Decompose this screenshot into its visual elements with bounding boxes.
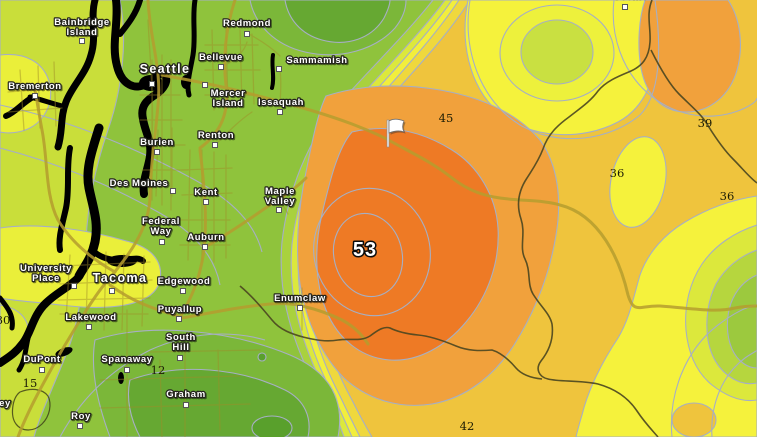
county-boundary-layer [239,0,757,437]
city-label-issaquah: Issaquah [258,97,304,108]
contour-label-39-1: 39 [698,116,713,130]
contour-label-12-6: 12 [151,363,166,377]
city-label-dupont: DuPont [23,354,61,365]
city-label-bremerton: Bremerton [8,81,61,92]
city-label-maple-valley: Maple Valley [265,186,296,207]
city-label-lakewood: Lakewood [65,312,116,323]
city-label-roy: Roy [71,411,91,422]
city-marker-federal-way [159,239,165,245]
city-label-university-place: University Place [20,263,72,284]
city-label-redmond: Redmond [223,18,271,29]
city-label-federal-way: Federal Way [142,216,180,237]
water-layer [0,0,276,384]
city-marker-burien [154,149,160,155]
city-label-edgewood: Edgewood [158,276,211,287]
city-marker-renton [212,142,218,148]
city-label-auburn: Auburn [187,232,224,243]
peak-value-label: 53 [353,239,377,261]
city-label-graham: Graham [166,389,206,400]
city-marker-graham [183,402,189,408]
city-label-renton: Renton [198,130,234,141]
city-marker-redmond [244,31,250,37]
contour-label-36-3: 36 [720,189,735,203]
city-marker-south-hill [177,355,183,361]
contour-label-42-4: 42 [460,419,475,433]
city-label-puyallup: Puyallup [158,304,202,315]
city-label-scenic: Scenic [613,0,647,1]
city-label-lacey-partial: ey [0,398,11,409]
city-marker-des-moines [170,188,176,194]
city-marker-roy [77,423,83,429]
city-label-bainbridge-island: Bainbridge Island [54,17,110,38]
city-marker-kent [203,199,209,205]
major-roads-layer [16,0,757,437]
city-marker-mercer-island [202,82,208,88]
city-marker-seattle [149,81,155,87]
city-label-spanaway: Spanaway [101,354,152,365]
flag-banner [388,118,405,134]
map-labels-layer: Bainbridge Island Bremerton Seattle Redmond B… [0,0,734,433]
reservation-boundary [11,388,51,431]
city-marker-lakewood [86,324,92,330]
city-marker-auburn [202,244,208,250]
city-label-mercer-island: Mercer Island [211,88,246,109]
contour-label-15-5: 15 [23,376,38,390]
city-marker-dupont [39,367,45,373]
city-label-sammamish: Sammamish [286,55,347,66]
city-label-burien: Burien [140,137,174,148]
city-label-tacoma: Tacoma [93,271,148,285]
city-marker-maple-valley [276,207,282,213]
city-marker-bainbridge-island [79,38,85,44]
city-label-seattle: Seattle [140,62,191,76]
minor-roads-layer [7,19,321,437]
city-marker-university-place [71,283,77,289]
city-marker-edgewood [180,288,186,294]
city-marker-scenic [622,4,628,10]
city-marker-bremerton [32,93,38,99]
city-label-bellevue: Bellevue [199,52,243,63]
city-marker-puyallup [176,316,182,322]
city-marker-tacoma [109,288,115,294]
city-label-south-hill: South Hill [166,332,196,353]
flag-icon[interactable] [386,118,406,148]
contour-label-45-0: 45 [439,111,454,125]
city-marker-bellevue [218,64,224,70]
city-label-des-moines: Des Moines [110,178,169,189]
city-marker-spanaway [124,367,130,373]
city-label-enumclaw: Enumclaw [274,293,326,304]
city-marker-issaquah [277,109,283,115]
city-marker-sammamish [276,66,282,72]
city-label-kent: Kent [194,187,218,198]
contour-label-30-7: 30 [0,313,10,327]
flag-pole [386,119,390,148]
contour-label-36-2: 36 [610,166,625,180]
city-marker-enumclaw [297,305,303,311]
